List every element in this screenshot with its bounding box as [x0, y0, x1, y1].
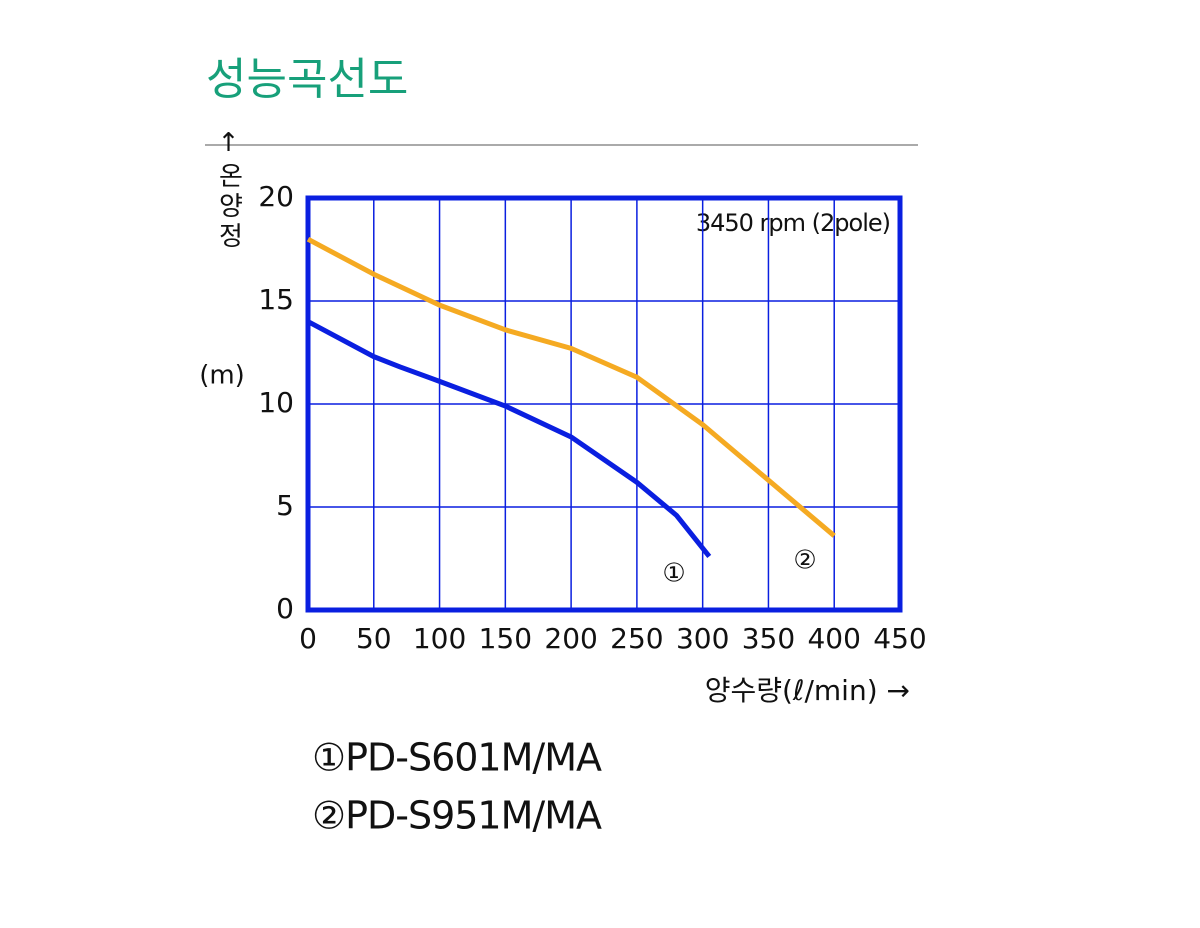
y-tick-label: 20 — [258, 180, 294, 213]
x-tick-label: 450 — [873, 622, 926, 655]
y-tick-label: 5 — [276, 489, 294, 522]
x-tick-label: 350 — [742, 622, 795, 655]
y-tick-label: 15 — [258, 283, 294, 316]
x-tick-label: 50 — [356, 622, 392, 655]
curve — [306, 319, 712, 558]
x-tick-label: 400 — [807, 622, 860, 655]
chart-title: 성능곡선도 — [206, 54, 408, 105]
x-tick-label: 0 — [299, 622, 317, 655]
y-axis-label: ↑온양정 — [214, 128, 244, 252]
x-tick-label: 100 — [413, 622, 466, 655]
curve — [306, 236, 836, 538]
x-tick-label: 200 — [544, 622, 597, 655]
y-axis-unit: (m) — [199, 361, 245, 391]
legend-label: ①PD-S601M/MA — [312, 736, 602, 780]
y-tick-label: 0 — [276, 592, 294, 625]
x-tick-label: 150 — [479, 622, 532, 655]
annotation: 3450 rpm (2pole) — [696, 209, 890, 237]
x-tick-label: 250 — [610, 622, 663, 655]
x-tick-label: 300 — [676, 622, 729, 655]
y-tick-label: 10 — [258, 386, 294, 419]
curve-label: ① — [662, 559, 685, 589]
x-axis-label: 양수량(ℓ/min) → — [705, 674, 910, 707]
plot-frame — [305, 195, 903, 613]
legend-label: ②PD-S951M/MA — [312, 794, 602, 838]
curve-label: ② — [793, 546, 816, 576]
